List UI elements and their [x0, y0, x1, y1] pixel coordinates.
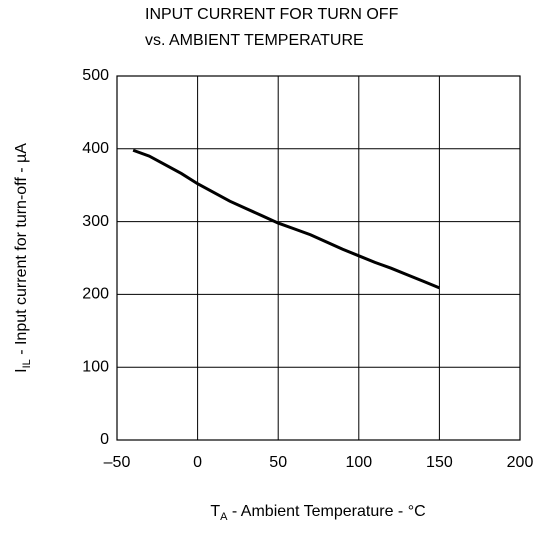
y-tick-label: 400	[82, 140, 109, 157]
y-label-text: - Input current for turn-off - µA	[13, 143, 30, 359]
x-tick-label: 200	[507, 454, 534, 471]
chart-title: vs. AMBIENT TEMPERATURE	[145, 32, 364, 49]
x-tick-label: –50	[104, 454, 131, 471]
y-axis-label: IIL - Input current for turn-off - µA	[13, 143, 33, 373]
x-label-subscript: A	[220, 511, 228, 523]
x-label-text: - Ambient Temperature - °C	[227, 503, 425, 520]
x-label-symbol: T	[210, 503, 220, 520]
x-tick-label: 150	[426, 454, 453, 471]
y-tick-label: 500	[82, 67, 109, 84]
y-tick-label: 300	[82, 213, 109, 230]
x-tick-label: 50	[269, 454, 287, 471]
y-label-subscript: IL	[21, 359, 33, 368]
y-tick-label: 100	[82, 358, 109, 375]
x-tick-label: 100	[345, 454, 372, 471]
y-tick-label: 200	[82, 286, 109, 303]
x-tick-label: 0	[193, 454, 202, 471]
y-label-symbol: I	[13, 368, 30, 372]
plot-frame	[116, 75, 521, 441]
chart-title: INPUT CURRENT FOR TURN OFF	[145, 6, 399, 23]
x-axis-label: TA - Ambient Temperature - °C	[210, 503, 425, 523]
y-tick-label: 0	[100, 431, 109, 448]
data-line	[132, 148, 440, 290]
